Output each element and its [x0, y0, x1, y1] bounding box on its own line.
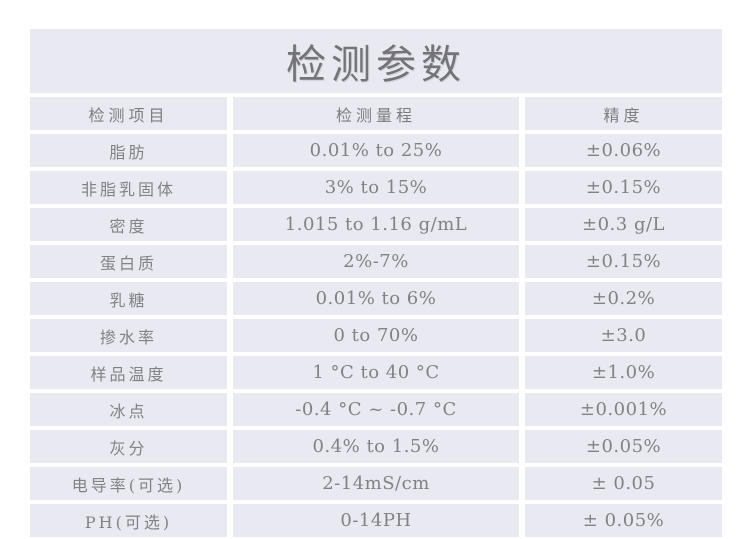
range-cell: -0.4 °C ~ -0.7 °C: [233, 393, 519, 426]
accuracy-cell: ±0.15%: [525, 171, 723, 204]
item-cell: 电导率(可选): [30, 467, 227, 500]
table-row: 蛋白质 2%-7% ±0.15%: [30, 245, 723, 278]
item-cell: 乳糖: [30, 282, 227, 315]
column-header-item: 检测项目: [30, 97, 227, 130]
range-cell: 2-14mS/cm: [233, 467, 519, 500]
item-cell: 非脂乳固体: [30, 171, 227, 204]
item-cell: 密度: [30, 208, 227, 241]
accuracy-cell: ±0.06%: [525, 134, 723, 167]
accuracy-cell: ± 0.05: [525, 467, 723, 500]
accuracy-cell: ±3.0: [525, 319, 723, 352]
column-header-accuracy: 精度: [525, 97, 723, 130]
item-cell: 蛋白质: [30, 245, 227, 278]
table-row: 密度 1.015 to 1.16 g/mL ±0.3 g/L: [30, 208, 723, 241]
table-title: 检测参数: [30, 29, 723, 93]
range-cell: 0-14PH: [233, 504, 519, 537]
accuracy-cell: ± 0.05%: [525, 504, 723, 537]
range-cell: 0.4% to 1.5%: [233, 430, 519, 463]
item-cell: 脂肪: [30, 134, 227, 167]
accuracy-cell: ±0.15%: [525, 245, 723, 278]
range-cell: 0.01% to 25%: [233, 134, 519, 167]
item-cell: PH(可选): [30, 504, 227, 537]
range-cell: 1 °C to 40 °C: [233, 356, 519, 389]
item-cell: 冰点: [30, 393, 227, 426]
header-row: 检测项目 检测量程 精度: [30, 97, 723, 130]
table-row: 电导率(可选) 2-14mS/cm ± 0.05: [30, 467, 723, 500]
range-cell: 0.01% to 6%: [233, 282, 519, 315]
accuracy-cell: ±1.0%: [525, 356, 723, 389]
range-cell: 2%-7%: [233, 245, 519, 278]
table-row: PH(可选) 0-14PH ± 0.05%: [30, 504, 723, 537]
detection-parameters-table: 检测参数 检测项目 检测量程 精度 脂肪 0.01% to 25% ±0.06%…: [24, 25, 728, 539]
accuracy-cell: ±0.001%: [525, 393, 723, 426]
table-row: 冰点 -0.4 °C ~ -0.7 °C ±0.001%: [30, 393, 723, 426]
table-row: 乳糖 0.01% to 6% ±0.2%: [30, 282, 723, 315]
title-row: 检测参数: [30, 29, 723, 93]
item-cell: 灰分: [30, 430, 227, 463]
table-row: 样品温度 1 °C to 40 °C ±1.0%: [30, 356, 723, 389]
table-row: 灰分 0.4% to 1.5% ±0.05%: [30, 430, 723, 463]
column-header-range: 检测量程: [233, 97, 519, 130]
table-row: 掺水率 0 to 70% ±3.0: [30, 319, 723, 352]
item-cell: 样品温度: [30, 356, 227, 389]
item-cell: 掺水率: [30, 319, 227, 352]
accuracy-cell: ±0.3 g/L: [525, 208, 723, 241]
accuracy-cell: ±0.05%: [525, 430, 723, 463]
table-row: 非脂乳固体 3% to 15% ±0.15%: [30, 171, 723, 204]
range-cell: 3% to 15%: [233, 171, 519, 204]
accuracy-cell: ±0.2%: [525, 282, 723, 315]
range-cell: 1.015 to 1.16 g/mL: [233, 208, 519, 241]
range-cell: 0 to 70%: [233, 319, 519, 352]
table-row: 脂肪 0.01% to 25% ±0.06%: [30, 134, 723, 167]
